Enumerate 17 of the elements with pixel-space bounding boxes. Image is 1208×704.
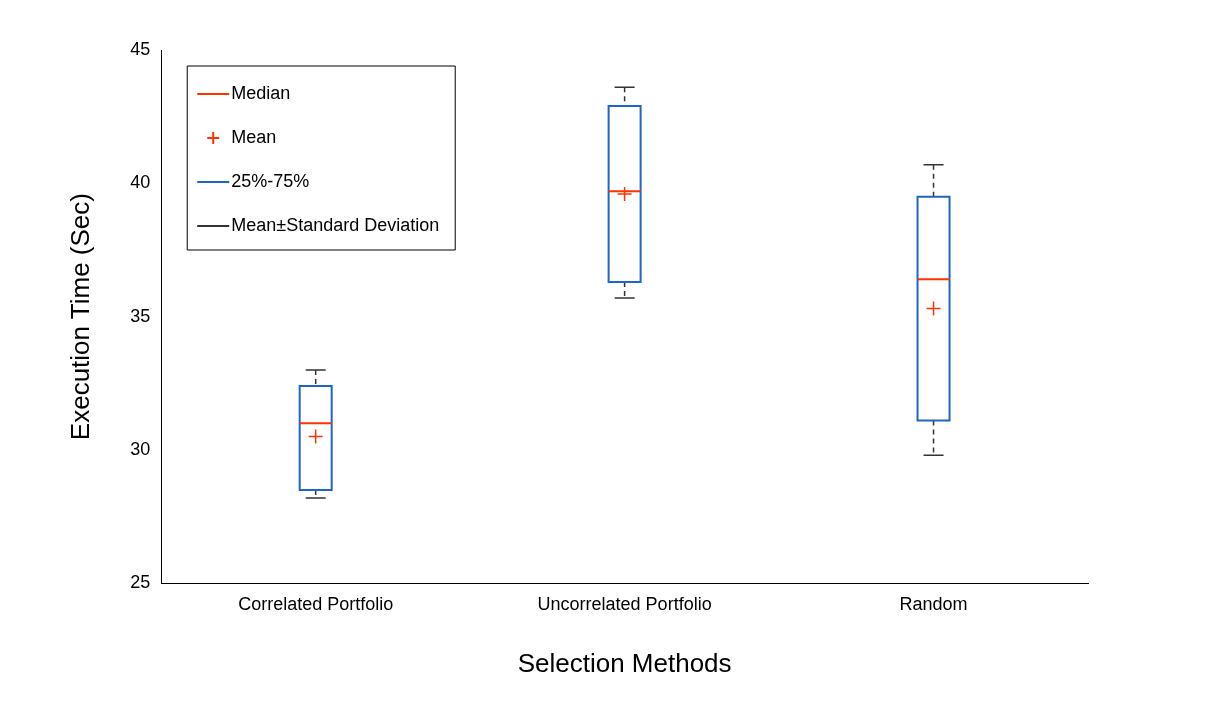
legend-label: Mean xyxy=(231,126,277,147)
y-tick-label: 40 xyxy=(130,172,151,193)
annotation: Median xyxy=(231,82,291,103)
x-tick-label: Correlated Portfolio xyxy=(238,593,394,614)
annotation: Mean±Standard Deviation xyxy=(231,214,440,235)
legend-label: 25%-75% xyxy=(231,170,310,191)
x-axis-title: Selection Methods xyxy=(517,647,732,678)
y-tick-label: 35 xyxy=(130,305,151,326)
point xyxy=(925,300,942,317)
y-tick-label: 30 xyxy=(130,438,151,459)
x-tick-label: Random xyxy=(899,593,968,614)
point xyxy=(616,186,633,202)
y-tick-label: 45 xyxy=(130,38,151,59)
y-axis-title: Execution Time (Sec) xyxy=(64,193,95,441)
x-tick-label: Uncorrelated Portfolio xyxy=(537,593,712,614)
point xyxy=(307,428,324,445)
y-tick-label: 25 xyxy=(130,572,151,593)
